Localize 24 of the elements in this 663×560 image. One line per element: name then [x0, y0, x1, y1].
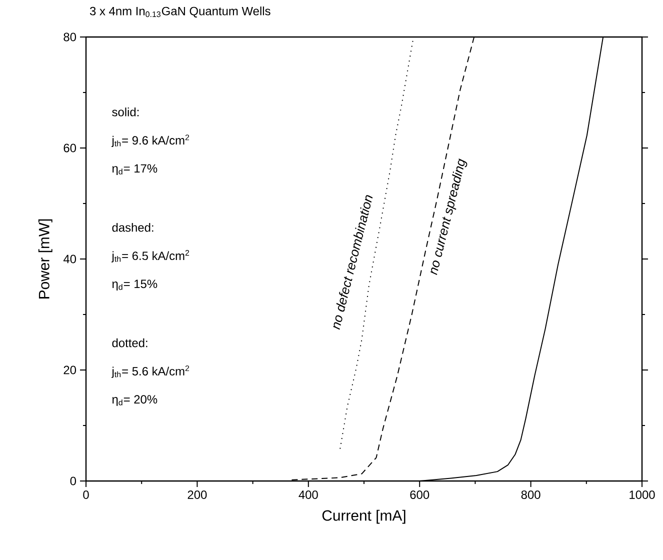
y-axis-title: Power [mW]: [38, 219, 52, 298]
annotation: η$_{d}$= 15%: [112, 280, 158, 290]
annotation: dashed:: [112, 222, 154, 232]
annotation: dotted:: [112, 338, 148, 348]
x-tick-label: 0: [83, 490, 89, 499]
chart-title: 3 x 4nm In$_{0.13}$GaN Quantum Wells: [90, 6, 270, 18]
x-tick-label: 400: [298, 490, 318, 499]
x-tick-label: 1000: [630, 490, 655, 499]
x-axis-title: Current [mA]: [322, 510, 406, 524]
annotation: η$_{d}$= 20%: [112, 395, 158, 406]
x-tick-label: 200: [188, 490, 207, 499]
annotation: solid:: [112, 108, 139, 116]
x-tick-label: 600: [410, 490, 430, 499]
y-tick-label: 60: [64, 144, 76, 152]
annotation: j$_{th}$= 5.6 kA/cm$^{2}$: [111, 365, 190, 378]
y-tick-label: 40: [63, 254, 76, 264]
y-tick-label: 0: [70, 476, 76, 486]
annotation: j$_{th}$= 6.5 kA/cm$^{2}$: [111, 250, 190, 262]
annotation: j$_{th}$= 9.6 kA/cm$^{2}$: [111, 134, 190, 147]
x-tick-label: 800: [521, 490, 540, 499]
y-tick-label: 80: [64, 32, 76, 42]
y-tick-label: 20: [64, 366, 76, 374]
annotation: no current spreading: [430, 158, 468, 276]
annotation: η$_{d}$= 17%: [112, 164, 158, 176]
